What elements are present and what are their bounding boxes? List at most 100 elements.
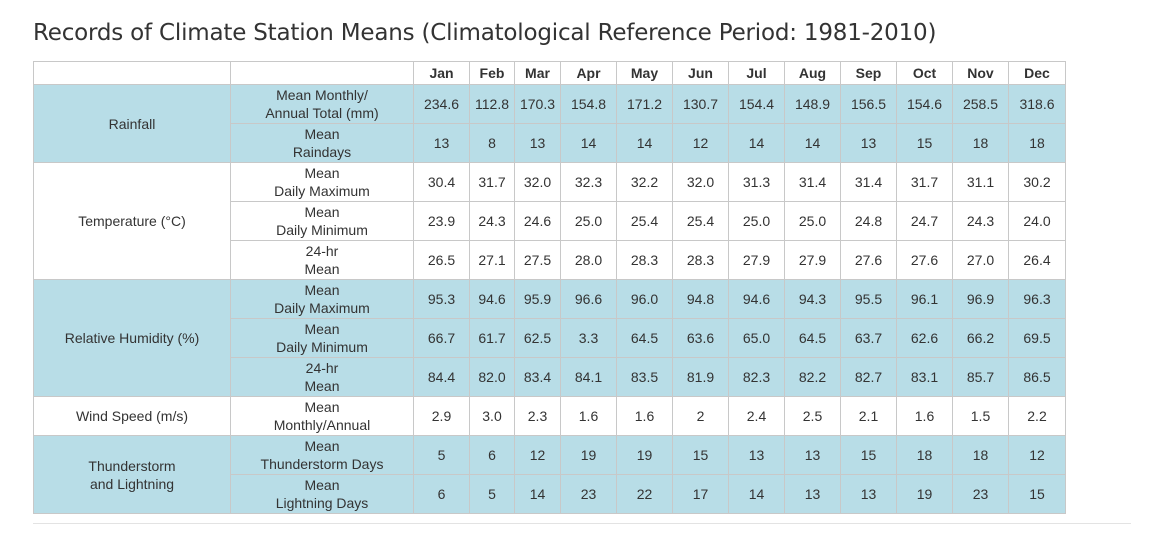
value-cell: 24.6	[514, 201, 561, 241]
value-cell: 5	[469, 474, 515, 514]
month-header: May	[616, 61, 673, 85]
value-cell: 96.1	[896, 279, 953, 319]
value-cell: 19	[616, 435, 673, 475]
value-cell: 15	[1008, 474, 1066, 514]
value-cell: 23	[560, 474, 617, 514]
table-row: Mean Daily Minimum 23.9 24.3 24.6 25.0 25.4 25…	[34, 201, 1066, 241]
table-row: Temperature (°C) Mean Daily Maximum 30.4 31…	[33, 162, 1066, 280]
table-row: Mean Lightning Days 6 5 14 23 22 17 14 13 13 19 23 1…	[34, 474, 1066, 514]
value-cell: 32.0	[672, 162, 729, 202]
climate-table: Jan Feb Mar Apr May Jun Jul Aug Sep Oct …	[33, 61, 1066, 514]
table-body: Rainfall Mean Monthly/ Annual Total (mm) 2…	[33, 84, 1066, 514]
page-title: Records of Climate Station Means (Climat…	[33, 20, 937, 46]
statistic-label: 24-hr Mean	[230, 240, 414, 280]
value-cell: 24.7	[896, 201, 953, 241]
month-header: Feb	[469, 61, 515, 85]
category-label: Temperature (°C)	[33, 162, 231, 280]
value-cell: 64.5	[784, 318, 841, 358]
statistic-label: Mean Thunderstorm Days	[230, 435, 414, 475]
value-cell: 2.2	[1008, 396, 1066, 436]
value-cell: 2	[672, 396, 729, 436]
value-cell: 62.5	[514, 318, 561, 358]
value-cell: 26.4	[1008, 240, 1066, 280]
value-cell: 65.0	[728, 318, 785, 358]
value-cell: 81.9	[672, 357, 729, 397]
value-cell: 22	[616, 474, 673, 514]
value-cell: 27.9	[784, 240, 841, 280]
value-cell: 31.1	[952, 162, 1009, 202]
value-cell: 148.9	[784, 84, 841, 124]
value-cell: 24.0	[1008, 201, 1066, 241]
value-cell: 171.2	[616, 84, 673, 124]
value-cell: 14	[560, 123, 617, 163]
statistic-label: 24-hr Mean	[230, 357, 414, 397]
header-blank-cell	[33, 61, 231, 85]
table-row: Mean Raindays 13 8 13 14 14 12 14 14 13 15 18 18	[34, 123, 1066, 163]
value-cell: 24.8	[840, 201, 897, 241]
value-cell: 27.0	[952, 240, 1009, 280]
month-header: Jan	[413, 61, 470, 85]
statistic-label: Mean Raindays	[230, 123, 414, 163]
value-cell: 30.2	[1008, 162, 1066, 202]
month-header: Dec	[1008, 61, 1066, 85]
value-cell: 27.6	[896, 240, 953, 280]
value-cell: 61.7	[469, 318, 515, 358]
value-cell: 69.5	[1008, 318, 1066, 358]
value-cell: 154.6	[896, 84, 953, 124]
value-cell: 1.5	[952, 396, 1009, 436]
value-cell: 82.0	[469, 357, 515, 397]
value-cell: 2.1	[840, 396, 897, 436]
value-cell: 83.1	[896, 357, 953, 397]
value-cell: 31.3	[728, 162, 785, 202]
value-cell: 95.5	[840, 279, 897, 319]
value-cell: 154.4	[728, 84, 785, 124]
value-cell: 64.5	[616, 318, 673, 358]
month-header: Oct	[896, 61, 953, 85]
value-cell: 2.9	[413, 396, 470, 436]
value-cell: 15	[896, 123, 953, 163]
value-cell: 31.7	[896, 162, 953, 202]
value-cell: 14	[514, 474, 561, 514]
month-header: Apr	[560, 61, 617, 85]
category-label: Rainfall	[33, 84, 231, 163]
value-cell: 13	[514, 123, 561, 163]
bottom-divider	[33, 523, 1131, 524]
value-cell: 25.4	[616, 201, 673, 241]
category-label: Thunderstorm and Lightning	[33, 435, 231, 514]
value-cell: 27.9	[728, 240, 785, 280]
statistic-label: Mean Daily Minimum	[230, 318, 414, 358]
value-cell: 82.3	[728, 357, 785, 397]
category-label: Wind Speed (m/s)	[33, 396, 231, 436]
value-cell: 32.0	[514, 162, 561, 202]
value-cell: 96.9	[952, 279, 1009, 319]
value-cell: 96.6	[560, 279, 617, 319]
value-cell: 5	[413, 435, 470, 475]
value-cell: 32.2	[616, 162, 673, 202]
value-cell: 27.6	[840, 240, 897, 280]
value-cell: 24.3	[469, 201, 515, 241]
month-header: Nov	[952, 61, 1009, 85]
statistic-label: Mean Monthly/Annual	[230, 396, 414, 436]
value-cell: 2.4	[728, 396, 785, 436]
value-cell: 94.3	[784, 279, 841, 319]
value-cell: 13	[413, 123, 470, 163]
value-cell: 234.6	[413, 84, 470, 124]
value-cell: 96.0	[616, 279, 673, 319]
value-cell: 32.3	[560, 162, 617, 202]
month-header: Sep	[840, 61, 897, 85]
value-cell: 25.0	[784, 201, 841, 241]
value-cell: 28.3	[616, 240, 673, 280]
value-cell: 23	[952, 474, 1009, 514]
value-cell: 112.8	[469, 84, 515, 124]
value-cell: 19	[560, 435, 617, 475]
value-cell: 3.0	[469, 396, 515, 436]
value-cell: 27.5	[514, 240, 561, 280]
value-cell: 83.5	[616, 357, 673, 397]
value-cell: 30.4	[413, 162, 470, 202]
value-cell: 18	[952, 123, 1009, 163]
value-cell: 15	[672, 435, 729, 475]
value-cell: 18	[1008, 123, 1066, 163]
table-row: 24-hr Mean 84.4 82.0 83.4 84.1 83.5 81.9 82.3 82…	[34, 357, 1066, 397]
value-cell: 95.9	[514, 279, 561, 319]
value-cell: 1.6	[560, 396, 617, 436]
